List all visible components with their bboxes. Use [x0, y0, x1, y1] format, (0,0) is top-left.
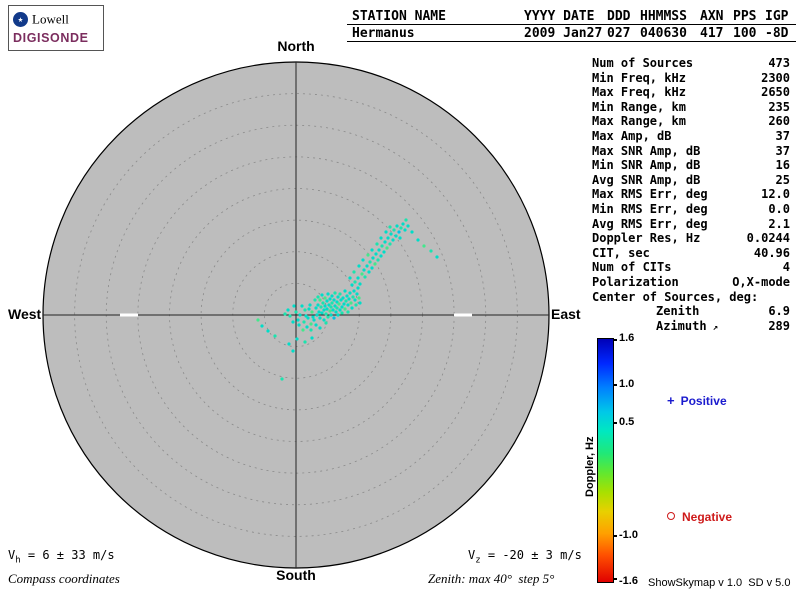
version-label: ShowSkymap v 1.0 SD v 5.0	[648, 577, 791, 589]
header-label: DDD	[607, 9, 631, 24]
compass-north-label: North	[277, 38, 315, 54]
vh-symbol: V	[8, 548, 16, 562]
header-label: IGP	[765, 9, 789, 24]
stat-row: Avg RMS Err, deg 2.1	[592, 216, 790, 231]
header-col-time: HHMMSS 040630	[640, 9, 687, 42]
stat-row: Min Range, km 235	[592, 99, 790, 114]
colorbar-tick	[613, 578, 617, 580]
plus-icon: +	[667, 393, 675, 408]
stat-row: Num of CITs 4	[592, 260, 790, 275]
colorbar-tick-label: -1.6	[619, 575, 638, 587]
stat-row: Polarization O,X-mode	[592, 274, 790, 289]
header-col-station: STATION NAME Hermanus	[352, 9, 446, 42]
colorbar-tick	[613, 421, 617, 424]
header-label: AXN	[700, 9, 724, 24]
compass-west-label: West	[8, 306, 42, 322]
legend-negative: Negative	[667, 510, 732, 524]
colorbar-axis-label: Doppler, Hz	[584, 436, 596, 497]
header-divider	[347, 24, 796, 25]
stat-row: Azimuth ↗ 289	[656, 318, 790, 333]
header-label: STATION NAME	[352, 9, 446, 24]
stat-row: CIT, sec 40.96	[592, 245, 790, 260]
colorbar-tick-label: 1.0	[619, 377, 635, 390]
header-value: 100	[733, 26, 757, 41]
coordinates-note: Compass coordinates	[8, 571, 120, 586]
colorbar-tick	[613, 383, 617, 386]
circle-icon	[667, 512, 675, 520]
header-value: Hermanus	[352, 26, 415, 41]
stat-row: Num of Sources 473	[592, 56, 790, 70]
zenith-scale-note: Zenith: max 40° step 5°	[428, 571, 555, 586]
stat-row: Max SNR Amp, dB 37	[592, 143, 790, 158]
legend-negative-label: Negative	[682, 510, 733, 524]
vh-readout: Vh = 6 ± 33 m/s	[8, 548, 115, 566]
colorbar-tick	[613, 535, 617, 538]
legend-positive-label: Positive	[680, 394, 727, 408]
stat-row: Max Amp, dB 37	[592, 128, 790, 143]
stats-panel: Num of Sources 473 Min Freq, kHz 2300 Max Fr…	[592, 56, 790, 333]
lowell-star-icon: ★	[13, 12, 28, 27]
header-value: 2009 Jan27	[524, 26, 603, 41]
colorbar-tick-label: 0.5	[619, 415, 635, 428]
stat-row: Zenith 6.9	[656, 304, 790, 319]
header-label: PPS	[733, 9, 757, 24]
vz-readout: Vz = -20 ± 3 m/s	[468, 548, 582, 566]
compass-east-label: East	[551, 306, 581, 322]
colorbar-tick-label: 1.6	[619, 332, 635, 344]
header-col-date: YYYY DATE 2009 Jan27	[524, 9, 602, 42]
stat-row: Max RMS Err, deg 12.0	[592, 187, 790, 202]
colorbar-tick-label: -1.0	[619, 529, 638, 542]
header-value: 040630	[640, 26, 687, 41]
stat-row: Center of Sources, deg:	[592, 289, 759, 304]
vz-symbol: V	[468, 548, 476, 562]
colorbar-tick	[613, 339, 617, 341]
header-col-axn: AXN 417	[700, 9, 723, 42]
header-value: -8D	[765, 26, 789, 41]
header-divider	[347, 41, 796, 42]
logo-product: DIGISONDE	[13, 31, 89, 45]
stat-row: Max Freq, kHz 2650	[592, 85, 790, 100]
header-label: HHMMSS	[640, 9, 687, 24]
header-value: 027	[607, 26, 631, 41]
compass-south-label: South	[276, 567, 316, 583]
azimuth-direction-icon: ↗	[712, 322, 718, 333]
stat-row: Doppler Res, Hz 0.0244	[592, 231, 790, 246]
stat-row: Min RMS Err, deg 0.0	[592, 201, 790, 216]
stat-row: Min SNR Amp, dB 16	[592, 158, 790, 173]
doppler-colorbar	[597, 338, 614, 583]
stat-row: Min Freq, kHz 2300	[592, 70, 790, 85]
header-value: 417	[700, 26, 724, 41]
header-label: YYYY DATE	[524, 9, 595, 24]
stat-row: Max Range, km 260	[592, 114, 790, 129]
logo: ★ Lowell DIGISONDE	[8, 5, 104, 51]
legend-positive: + Positive	[667, 393, 727, 408]
stat-row: Avg SNR Amp, dB 25	[592, 172, 790, 187]
header-col-ddd: DDD 027	[607, 9, 630, 42]
header-col-igp: IGP -8D	[765, 9, 788, 42]
header-col-pps: PPS 100	[733, 9, 756, 42]
logo-brand: Lowell	[32, 11, 69, 27]
